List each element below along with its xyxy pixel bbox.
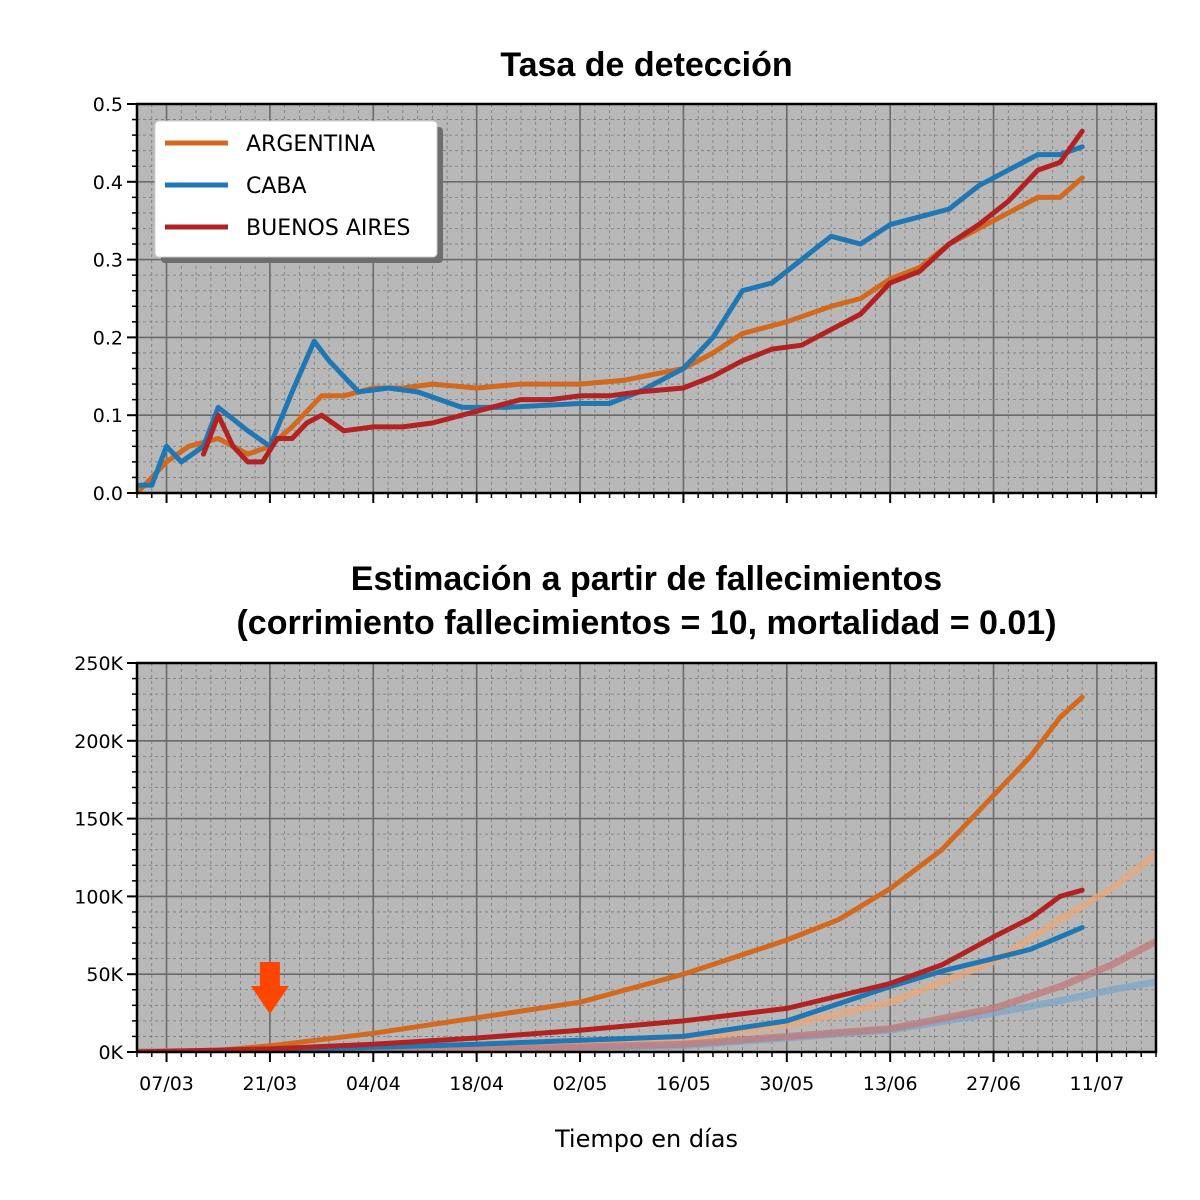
- x-axis-label: Tiempo en días: [554, 1125, 738, 1153]
- lockdown-arrow-icon: [250, 962, 289, 1014]
- series-line-buenos-aires: [137, 887, 1085, 1052]
- y-tick-label: 50K: [86, 964, 123, 986]
- deaths-estimate-chart: 0K 50K 100K 150K 200K 250K 07/03 21/03 04/04 18/0…: [74, 560, 1158, 1153]
- y-tick-label: 0.1: [93, 405, 123, 427]
- x-tick-label: 07/03: [139, 1073, 194, 1095]
- series-line-projection-5: [137, 938, 1156, 1052]
- y-tick-label: 0.0: [93, 483, 123, 505]
- x-tick-label: 27/06: [966, 1073, 1021, 1095]
- series-line-caba: [137, 144, 1085, 488]
- x-tick-label: 11/07: [1070, 1073, 1125, 1095]
- x-tick-label: 13/06: [863, 1073, 918, 1095]
- legend-label: BUENOS AIRES: [246, 216, 411, 241]
- y-tick-label: 200K: [74, 731, 123, 753]
- y-tick-label: 0.3: [93, 250, 123, 272]
- y-tick-label: 0.5: [93, 94, 123, 116]
- legend-label: ARGENTINA: [246, 132, 375, 157]
- axes-frame: [135, 102, 1158, 495]
- x-tick-label: 16/05: [656, 1073, 711, 1095]
- detection-rate-chart: 0.0 0.1 0.2 0.3 0.4 0.5 Tasa de detección ARGEN…: [93, 46, 1158, 505]
- y-tick-label: 100K: [74, 886, 123, 908]
- plot-area: [137, 663, 1156, 1052]
- x-tick-label: 04/04: [346, 1073, 401, 1095]
- series-line-buenos-aires: [201, 128, 1085, 465]
- chart-title: Estimación a partir de fallecimientos: [351, 560, 942, 598]
- series-line-caba: [137, 925, 1085, 1052]
- x-tick-label: 02/05: [553, 1073, 608, 1095]
- axes-frame: [135, 661, 1158, 1054]
- y-tick-label: 0.4: [93, 172, 123, 194]
- x-tick-label: 21/03: [243, 1073, 298, 1095]
- y-tick-label: 0.2: [93, 327, 123, 349]
- series-line-argentina: [137, 694, 1085, 1052]
- chart-title: (corrimiento fallecimientos = 10, mortal…: [236, 604, 1056, 642]
- y-tick-label: 150K: [74, 809, 123, 831]
- chart-title: Tasa de detección: [500, 46, 792, 84]
- legend-label: CABA: [246, 174, 307, 199]
- x-tick-label: 30/05: [759, 1073, 814, 1095]
- legend: ARGENTINA CABA BUENOS AIRES: [154, 120, 443, 263]
- x-tick-label: 18/04: [449, 1073, 504, 1095]
- y-tick-label: 250K: [74, 653, 123, 675]
- y-tick-label: 0K: [98, 1042, 123, 1064]
